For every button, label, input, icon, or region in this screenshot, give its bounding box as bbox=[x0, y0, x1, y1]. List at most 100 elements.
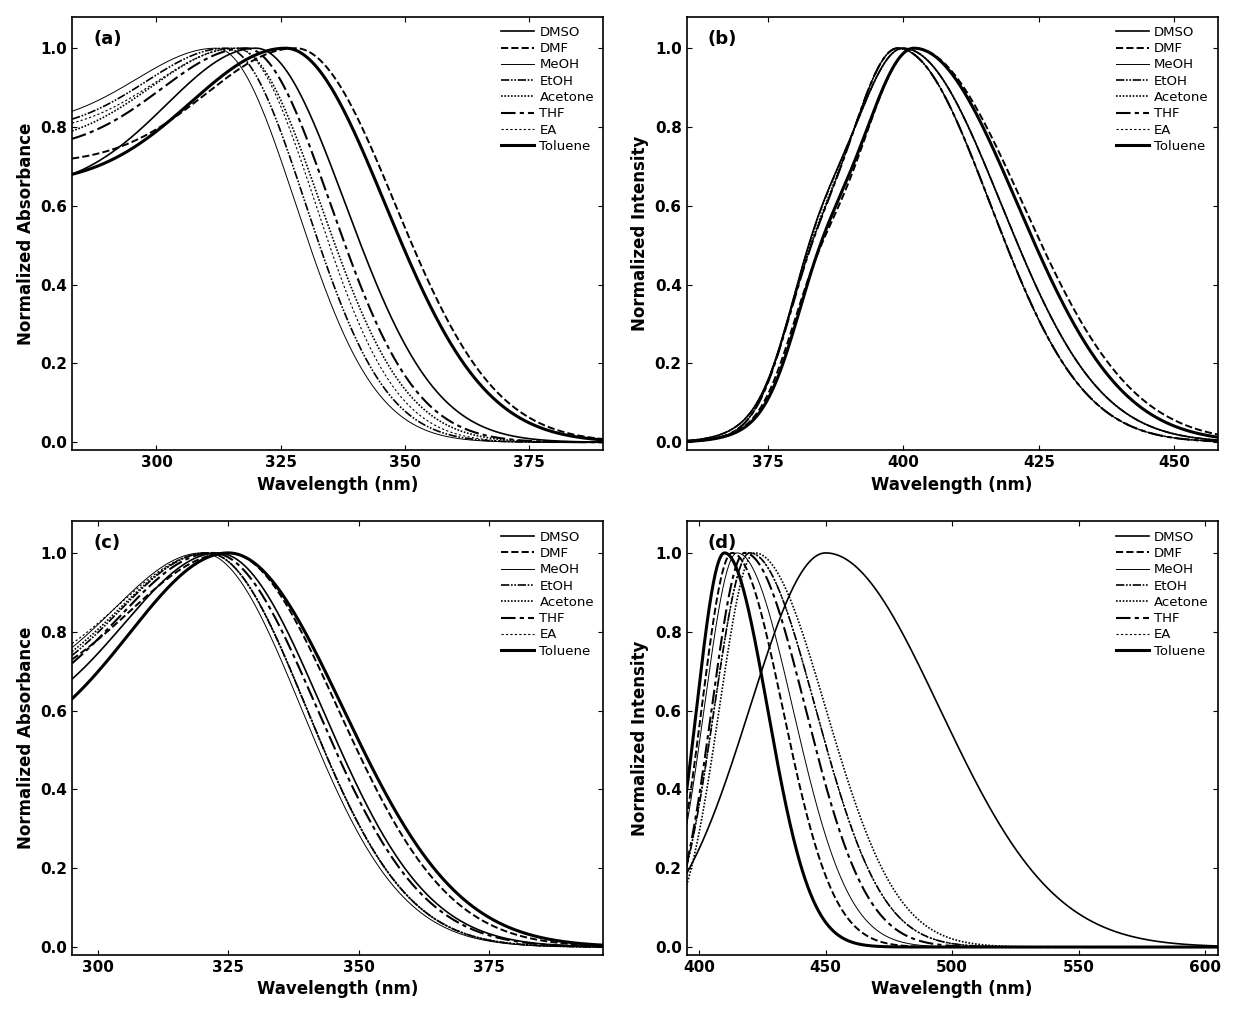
Acetone bbox=[890, 42, 905, 54]
Toluene bbox=[125, 142, 140, 154]
DMF bbox=[906, 940, 921, 952]
THF bbox=[291, 113, 306, 125]
Line: Toluene: Toluene bbox=[72, 48, 604, 439]
Line: EA: EA bbox=[687, 553, 1218, 947]
EtOH bbox=[596, 436, 611, 449]
EA bbox=[1200, 941, 1215, 953]
Legend: DMSO, DMF, MeOH, EtOH, Acetone, THF, EA, Toluene: DMSO, DMF, MeOH, EtOH, Acetone, THF, EA,… bbox=[1110, 526, 1214, 663]
DMSO bbox=[1143, 934, 1158, 946]
Toluene bbox=[528, 930, 543, 942]
DMF bbox=[680, 435, 694, 448]
MeOH bbox=[596, 941, 611, 953]
THF bbox=[596, 941, 611, 953]
THF bbox=[238, 42, 253, 54]
DMSO bbox=[739, 710, 754, 723]
Toluene bbox=[740, 599, 755, 611]
MeOH bbox=[890, 42, 905, 54]
MeOH bbox=[291, 208, 306, 220]
THF bbox=[156, 80, 171, 92]
MeOH bbox=[883, 932, 898, 944]
DMSO bbox=[771, 616, 786, 628]
Toluene bbox=[906, 941, 921, 953]
EtOH bbox=[125, 592, 140, 604]
DMSO bbox=[156, 100, 171, 113]
Y-axis label: Normalized Intensity: Normalized Intensity bbox=[631, 640, 649, 835]
MeOH bbox=[64, 641, 79, 654]
Toluene bbox=[596, 433, 611, 446]
Line: DMF: DMF bbox=[687, 553, 1218, 947]
THF bbox=[883, 45, 898, 57]
THF bbox=[64, 657, 79, 669]
EtOH bbox=[1210, 434, 1225, 447]
EA bbox=[596, 941, 611, 953]
Toluene bbox=[680, 435, 694, 448]
EA bbox=[269, 630, 284, 642]
EA bbox=[585, 436, 600, 449]
EA bbox=[125, 90, 140, 103]
DMSO bbox=[1210, 434, 1225, 447]
DMF bbox=[156, 119, 171, 131]
THF bbox=[269, 613, 284, 625]
EtOH bbox=[883, 50, 898, 62]
Acetone bbox=[906, 48, 921, 60]
DMF bbox=[221, 547, 236, 559]
DMSO bbox=[1200, 940, 1215, 952]
EA bbox=[1143, 941, 1158, 953]
MeOH bbox=[1143, 427, 1158, 439]
MeOH bbox=[585, 436, 600, 449]
DMSO bbox=[291, 85, 306, 97]
Acetone bbox=[64, 125, 79, 137]
DMSO bbox=[1200, 433, 1215, 446]
DMSO bbox=[680, 434, 694, 447]
THF bbox=[528, 938, 543, 950]
DMF bbox=[585, 940, 600, 952]
MeOH bbox=[125, 585, 140, 597]
THF bbox=[890, 42, 905, 54]
Toluene bbox=[906, 42, 921, 54]
THF bbox=[906, 933, 921, 945]
Line: Toluene: Toluene bbox=[687, 553, 1218, 947]
EtOH bbox=[125, 84, 140, 96]
Acetone bbox=[1210, 941, 1225, 953]
EtOH bbox=[218, 42, 233, 54]
EA bbox=[1210, 435, 1225, 448]
DMF bbox=[291, 43, 306, 55]
DMF bbox=[771, 362, 786, 375]
DMF bbox=[596, 940, 611, 952]
DMF bbox=[740, 564, 755, 577]
Legend: DMSO, DMF, MeOH, EtOH, Acetone, THF, EA, Toluene: DMSO, DMF, MeOH, EtOH, Acetone, THF, EA,… bbox=[1110, 20, 1214, 158]
MeOH bbox=[680, 820, 694, 832]
EA bbox=[291, 148, 306, 160]
Acetone bbox=[200, 547, 215, 559]
DMSO bbox=[585, 435, 600, 448]
DMSO bbox=[883, 606, 898, 618]
MeOH bbox=[528, 436, 543, 449]
Acetone bbox=[291, 684, 306, 696]
DMSO bbox=[883, 50, 898, 62]
Acetone bbox=[1200, 434, 1215, 447]
DMF bbox=[156, 576, 171, 588]
Toluene bbox=[1210, 941, 1225, 953]
MeOH bbox=[739, 414, 754, 426]
DMF bbox=[64, 152, 79, 164]
THF bbox=[1200, 941, 1215, 953]
EA bbox=[156, 561, 171, 573]
Toluene bbox=[771, 369, 786, 382]
MeOH bbox=[771, 644, 786, 656]
MeOH bbox=[1210, 435, 1225, 448]
MeOH bbox=[596, 436, 611, 449]
THF bbox=[680, 435, 694, 448]
EtOH bbox=[1200, 941, 1215, 953]
DMF bbox=[528, 934, 543, 946]
MeOH bbox=[528, 940, 543, 952]
EA bbox=[739, 414, 754, 426]
DMF bbox=[585, 431, 600, 444]
THF bbox=[206, 547, 221, 559]
DMSO bbox=[528, 433, 543, 446]
Toluene bbox=[291, 46, 306, 58]
EA bbox=[883, 901, 898, 914]
DMSO bbox=[156, 574, 171, 587]
MeOH bbox=[680, 435, 694, 448]
MeOH bbox=[156, 57, 171, 69]
Acetone bbox=[528, 939, 543, 951]
